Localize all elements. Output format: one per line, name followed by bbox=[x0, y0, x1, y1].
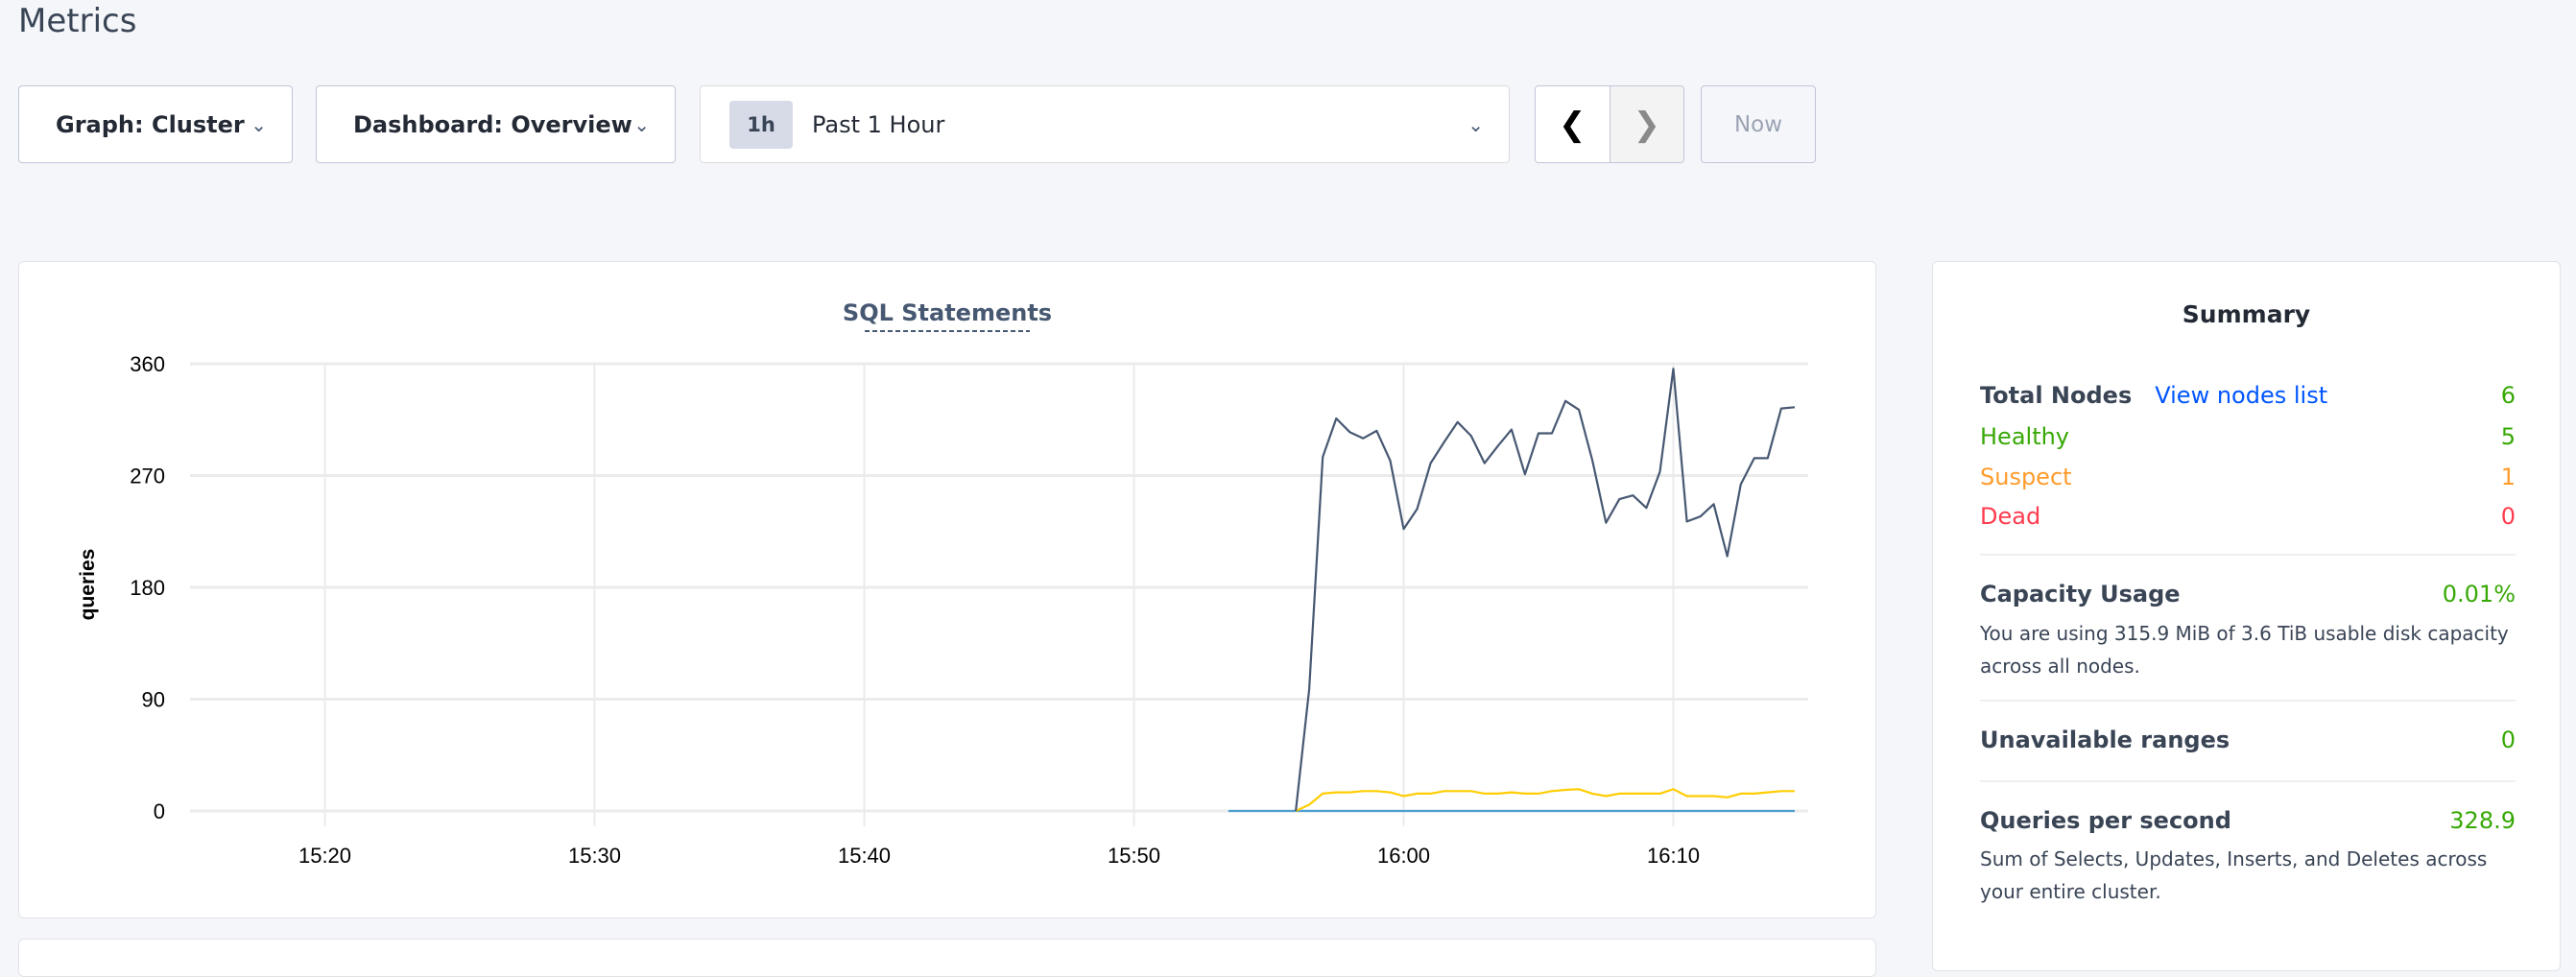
view-nodes-list-link[interactable]: View nodes list bbox=[2155, 382, 2328, 409]
chevron-down-icon: ⌄ bbox=[250, 112, 267, 136]
time-range-badge: 1h bbox=[729, 100, 793, 149]
x-tick-label: 16:00 bbox=[1377, 844, 1430, 868]
series-line-0[interactable] bbox=[1295, 368, 1796, 812]
capacity-description: You are using 315.9 MiB of 3.6 TiB usabl… bbox=[1980, 622, 2509, 678]
sql-statements-chart-card: 0 90 180 270 360 15:20 15:30 15:40 15:50 16:00 16:… bbox=[18, 261, 1876, 918]
y-tick-label: 270 bbox=[130, 465, 165, 488]
capacity-row: Capacity Usage 0.01% bbox=[1980, 581, 2516, 608]
time-nav-buttons: ❮ ❯ bbox=[1535, 85, 1684, 163]
qps-description: Sum of Selects, Updates, Inserts, and De… bbox=[1980, 847, 2488, 903]
suspect-row: Suspect 1 bbox=[1980, 464, 2516, 490]
dashboard-dropdown[interactable]: Dashboard: Overview ⌄ bbox=[316, 85, 676, 163]
unavailable-ranges-value: 0 bbox=[2500, 727, 2516, 753]
dead-row: Dead 0 bbox=[1980, 503, 2516, 530]
divider bbox=[1980, 780, 2516, 782]
healthy-value: 5 bbox=[2500, 423, 2516, 450]
capacity-value: 0.01% bbox=[2442, 581, 2516, 608]
qps-label: Queries per second bbox=[1980, 807, 2231, 834]
unavailable-ranges-row: Unavailable ranges 0 bbox=[1980, 727, 2516, 753]
y-tick-label: 0 bbox=[154, 799, 165, 823]
y-tick-label: 360 bbox=[130, 352, 165, 376]
x-tick-label: 16:10 bbox=[1647, 844, 1700, 868]
x-tick-label: 15:30 bbox=[568, 844, 621, 868]
sql-statements-chart: 0 90 180 270 360 15:20 15:30 15:40 15:50 16:00 16:… bbox=[77, 299, 1808, 868]
now-button[interactable]: Now bbox=[1701, 85, 1816, 163]
summary-title: Summary bbox=[2182, 300, 2311, 328]
page-title: Metrics bbox=[18, 2, 137, 40]
x-tick-label: 15:20 bbox=[298, 844, 351, 868]
chevron-down-icon: ⌄ bbox=[1467, 112, 1484, 136]
qps-row: Queries per second 328.9 bbox=[1980, 807, 2516, 834]
suspect-value: 1 bbox=[2500, 464, 2516, 490]
summary-panel: Summary Total Nodes View nodes list 6 He… bbox=[1932, 261, 2561, 971]
x-tick-label: 15:50 bbox=[1108, 844, 1160, 868]
total-nodes-label: Total Nodes bbox=[1980, 382, 2133, 409]
series-line-1[interactable] bbox=[1295, 788, 1795, 812]
qps-value: 328.9 bbox=[2449, 807, 2516, 834]
graph-dropdown[interactable]: Graph: Cluster ⌄ bbox=[18, 85, 293, 163]
next-chart-card bbox=[18, 939, 1876, 977]
time-range-label: Past 1 Hour bbox=[812, 110, 945, 138]
graph-dropdown-label: Graph: Cluster bbox=[56, 110, 245, 138]
dead-value: 0 bbox=[2500, 503, 2516, 530]
suspect-label: Suspect bbox=[1980, 464, 2072, 490]
chevron-right-icon[interactable]: ❯ bbox=[1610, 86, 1683, 162]
chevron-down-icon: ⌄ bbox=[633, 112, 650, 136]
chevron-left-icon[interactable]: ❮ bbox=[1536, 86, 1610, 162]
total-nodes-row: Total Nodes View nodes list 6 bbox=[1980, 382, 2516, 409]
total-nodes-value: 6 bbox=[2500, 382, 2516, 409]
x-tick-label: 15:40 bbox=[838, 844, 891, 868]
y-tick-label: 90 bbox=[142, 688, 165, 712]
healthy-row: Healthy 5 bbox=[1980, 423, 2516, 450]
divider bbox=[1980, 700, 2516, 702]
unavailable-ranges-label: Unavailable ranges bbox=[1980, 727, 2230, 753]
dashboard-dropdown-label: Dashboard: Overview bbox=[353, 110, 632, 138]
time-range-dropdown[interactable]: 1h Past 1 Hour ⌄ bbox=[700, 85, 1510, 163]
y-axis-label: queries bbox=[77, 549, 99, 621]
chart-title[interactable]: SQL Statements bbox=[843, 299, 1052, 326]
divider bbox=[1980, 554, 2516, 556]
dead-label: Dead bbox=[1980, 503, 2041, 530]
y-tick-label: 180 bbox=[130, 576, 165, 600]
capacity-label: Capacity Usage bbox=[1980, 581, 2181, 608]
healthy-label: Healthy bbox=[1980, 423, 2070, 450]
